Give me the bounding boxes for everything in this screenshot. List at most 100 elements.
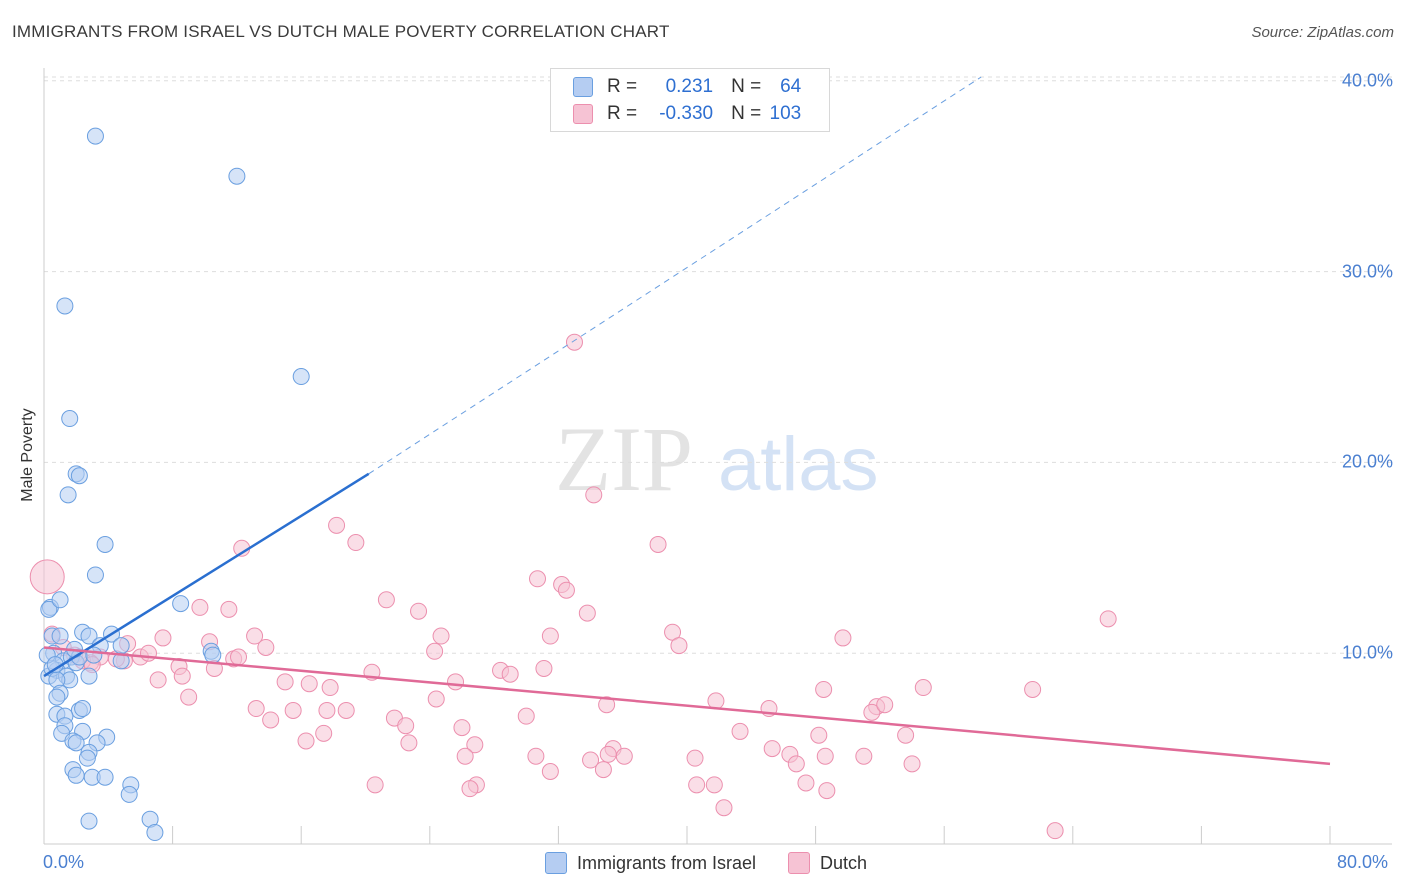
dutch-point <box>366 776 384 794</box>
watermark-zip: ZIP <box>555 408 693 510</box>
dutch-point <box>318 701 336 719</box>
dutch-point <box>427 690 445 708</box>
israel-trend-line <box>43 472 370 678</box>
legend-r-value: -0.330 <box>659 103 714 124</box>
legend-r-value: 0.231 <box>665 76 714 97</box>
israel-point <box>96 535 114 553</box>
dutch-point <box>594 761 612 779</box>
israel-point <box>40 600 58 618</box>
legend-row-dutch: R = -0.330 N = 103 <box>573 102 801 126</box>
israel-point <box>146 824 164 842</box>
chart-title: IMMIGRANTS FROM ISRAEL VS DUTCH MALE POV… <box>12 22 670 41</box>
israel-point <box>80 627 98 645</box>
y-tick-label: 30.0% <box>1341 261 1393 282</box>
israel-point <box>70 467 88 485</box>
legend-swatch-israel <box>573 77 593 97</box>
dutch-point <box>321 679 339 697</box>
dutch-point <box>816 747 834 765</box>
israel-point <box>204 646 222 664</box>
dutch-point <box>377 591 395 609</box>
israel-point <box>112 637 130 655</box>
x-tick-min: 0.0% <box>43 852 85 872</box>
dutch-point <box>247 700 265 718</box>
israel-point <box>120 785 138 803</box>
dutch-point <box>535 659 553 677</box>
dutch-point <box>173 667 191 685</box>
israel-points <box>38 127 310 842</box>
legend-item-israel[interactable]: Immigrants from Israel <box>545 852 756 874</box>
dutch-point <box>29 559 65 595</box>
grid-lines <box>44 76 1392 654</box>
dutch-point <box>300 675 318 693</box>
dutch-point <box>461 780 479 798</box>
israel-trend-extension <box>368 76 982 475</box>
dutch-point <box>456 747 474 765</box>
israel-point <box>48 688 66 706</box>
y-tick-label: 40.0% <box>1341 70 1393 91</box>
dutch-point <box>337 701 355 719</box>
dutch-point <box>297 732 315 750</box>
dutch-point <box>897 726 915 744</box>
dutch-point <box>715 799 733 817</box>
dutch-point <box>815 680 833 698</box>
watermark-atlas: atlas <box>718 422 879 507</box>
dutch-point <box>432 627 450 645</box>
israel-point <box>51 591 69 609</box>
dutch-point <box>834 629 852 647</box>
israel-point <box>51 627 69 645</box>
israel-point <box>61 410 79 428</box>
israel-point <box>67 734 85 752</box>
legend-item-dutch[interactable]: Dutch <box>788 852 867 874</box>
dutch-point <box>615 747 633 765</box>
dutch-point <box>410 602 428 620</box>
dutch-point <box>670 637 688 655</box>
dutch-point <box>315 724 333 742</box>
dutch-point <box>347 534 365 552</box>
israel-point <box>172 595 190 613</box>
dutch-point <box>284 701 302 719</box>
dutch-point <box>541 762 559 780</box>
dutch-point <box>914 679 932 697</box>
dutch-point <box>688 776 706 794</box>
legend-label-dutch: Dutch <box>820 852 868 873</box>
dutch-point <box>453 719 471 737</box>
dutch-point <box>517 707 535 725</box>
israel-point <box>59 486 77 504</box>
dutch-point <box>246 627 264 645</box>
legend-r-label: R = <box>607 103 638 124</box>
legend-swatch-dutch <box>788 852 811 874</box>
legend-n-value: 103 <box>769 103 802 124</box>
legend-swatch-dutch <box>573 104 593 124</box>
dutch-point <box>328 516 346 534</box>
dutch-point <box>447 673 465 691</box>
dutch-point <box>763 740 781 758</box>
dutch-point <box>180 688 198 706</box>
x-tick-max: 80.0% <box>1337 852 1389 872</box>
dutch-point <box>787 755 805 773</box>
dutch-point <box>876 696 894 714</box>
dutch-point <box>426 642 444 660</box>
correlation-legend: R = 0.231 N = 64 R = -0.330 N = 103 <box>550 68 830 132</box>
dutch-point <box>599 745 617 763</box>
legend-swatch-israel <box>545 852 567 874</box>
dutch-point <box>707 692 725 710</box>
dutch-trend-line <box>43 646 1331 766</box>
dutch-point <box>818 782 836 800</box>
israel-point <box>86 566 104 584</box>
israel-point <box>228 167 246 185</box>
dutch-point <box>598 696 616 714</box>
dutch-point <box>262 711 280 729</box>
series-legend: Immigrants from Israel Dutch <box>545 852 899 874</box>
legend-r-label: R = <box>607 76 638 97</box>
israel-point <box>56 297 74 315</box>
dutch-point <box>557 581 575 599</box>
israel-point <box>80 812 98 830</box>
dutch-point <box>501 665 519 683</box>
dutch-point <box>220 600 238 618</box>
dutch-point <box>855 747 873 765</box>
legend-label-israel: Immigrants from Israel <box>577 852 757 873</box>
axes <box>43 68 1392 845</box>
israel-point <box>78 749 96 767</box>
dutch-point <box>529 570 547 588</box>
